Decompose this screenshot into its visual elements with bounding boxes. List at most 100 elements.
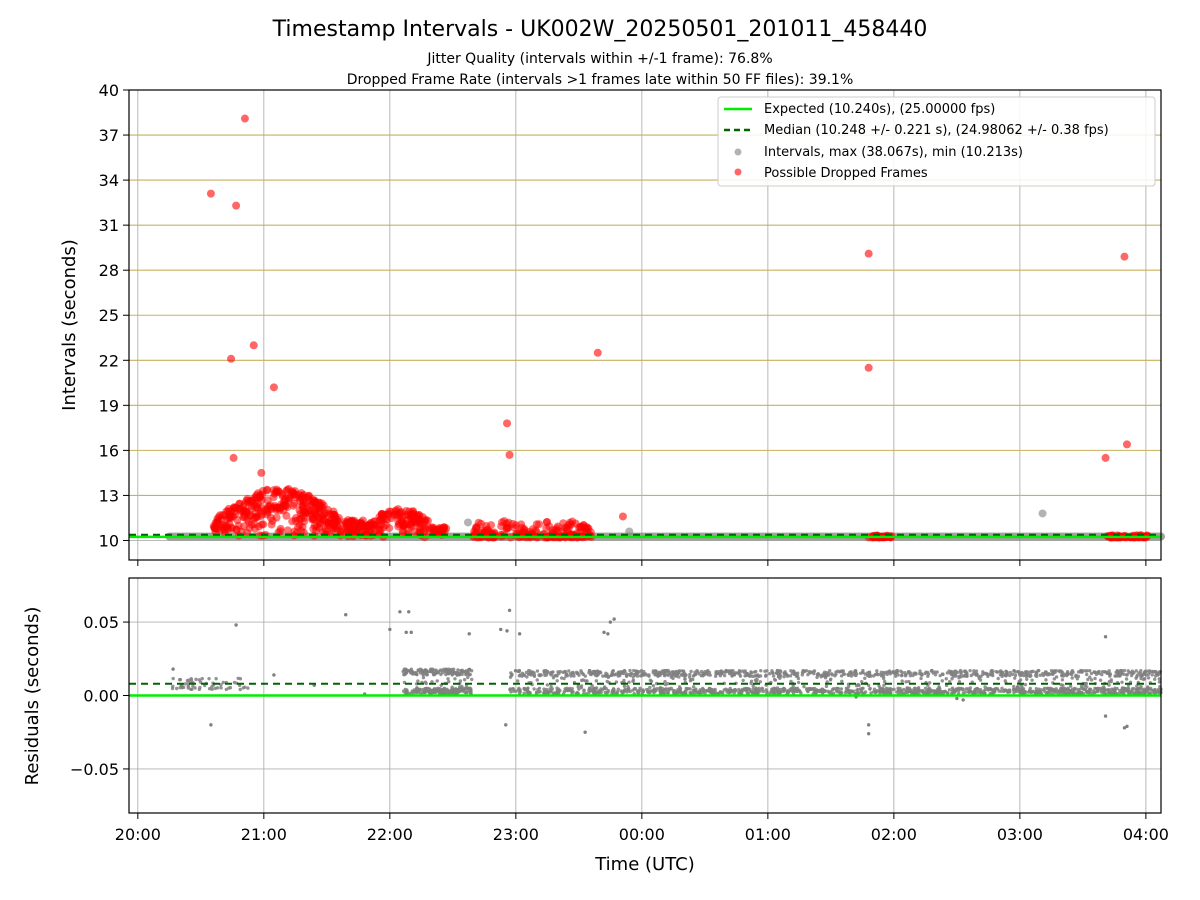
residual-point — [227, 686, 231, 690]
residual-point — [809, 687, 813, 691]
residual-point — [1113, 688, 1117, 693]
intervals-ytick-label: 13 — [99, 486, 119, 505]
residual-point — [829, 672, 834, 676]
residual-point — [238, 677, 243, 681]
residual-point — [1150, 669, 1154, 674]
residual-point — [849, 674, 854, 678]
residual-point — [855, 688, 859, 692]
residual-point — [1118, 674, 1122, 678]
residual-point — [1156, 689, 1160, 693]
residual-point — [651, 683, 656, 688]
interval-point — [1038, 509, 1047, 518]
residual-point — [878, 687, 883, 691]
residual-point — [866, 723, 871, 727]
dropped-frame-point — [618, 512, 627, 521]
dropped-frame-point — [864, 363, 873, 372]
residual-point — [422, 689, 426, 693]
residual-point — [729, 669, 733, 673]
dropped-frame-point — [1120, 252, 1129, 261]
residual-point — [543, 690, 547, 695]
residual-point — [528, 691, 532, 695]
residual-point — [575, 690, 579, 695]
residual-point — [904, 680, 908, 684]
residual-point — [1112, 691, 1117, 695]
residual-point — [863, 676, 867, 681]
residual-point — [663, 679, 667, 684]
x-tick-label: 20:00 — [115, 825, 161, 844]
residual-point — [1065, 673, 1069, 677]
residual-point — [1052, 688, 1057, 692]
residual-point — [1068, 684, 1073, 688]
residual-point — [469, 691, 473, 695]
residual-point — [722, 688, 726, 692]
residual-point — [615, 691, 619, 696]
residual-point — [847, 684, 851, 689]
residual-point — [727, 690, 731, 695]
dropped-frame-point — [405, 507, 414, 516]
residual-point — [1146, 676, 1151, 680]
residual-point — [790, 689, 794, 693]
residual-point — [443, 670, 448, 674]
residual-point — [1122, 668, 1127, 673]
intervals-ylabel: Intervals (seconds) — [59, 239, 80, 411]
residual-point — [457, 685, 462, 689]
residual-point — [660, 686, 665, 691]
dropped-frame-point — [268, 516, 277, 525]
residual-point — [778, 676, 782, 680]
dropped-frame-point — [545, 522, 554, 531]
residual-point — [751, 684, 755, 688]
residual-point — [691, 677, 695, 682]
residual-point — [1152, 677, 1157, 681]
x-tick-label: 03:00 — [997, 825, 1043, 844]
residual-point — [771, 671, 775, 675]
residual-point — [535, 678, 539, 682]
residual-point — [535, 669, 540, 673]
residual-point — [777, 687, 781, 692]
dropped-frame-point — [269, 383, 278, 392]
residual-point — [930, 688, 934, 693]
residual-point — [908, 671, 913, 675]
residual-point — [1107, 669, 1111, 673]
residual-point — [813, 686, 817, 691]
residual-point — [521, 673, 526, 677]
residuals-ytick-label: 0.05 — [83, 613, 119, 632]
residual-point — [1013, 673, 1018, 678]
residual-point — [446, 677, 450, 681]
residual-point — [743, 674, 747, 678]
residual-point — [1107, 688, 1111, 692]
residual-point — [570, 689, 574, 694]
residual-point — [1016, 686, 1020, 691]
residuals-reference-lines — [129, 682, 1161, 697]
residual-point — [893, 674, 898, 678]
residual-point — [414, 672, 418, 676]
residual-point — [705, 688, 709, 693]
residual-point — [688, 672, 692, 677]
residual-point — [631, 679, 635, 684]
residual-point — [555, 674, 559, 678]
residual-point — [1060, 678, 1065, 682]
residual-point — [608, 620, 613, 624]
residual-point — [648, 685, 652, 690]
residual-point — [905, 686, 909, 690]
x-tick-label: 21:00 — [241, 825, 287, 844]
residual-point — [900, 670, 904, 675]
dropped-frame-point — [235, 504, 244, 513]
residual-point — [504, 723, 508, 727]
residual-point — [1010, 672, 1015, 677]
residual-point — [649, 679, 654, 684]
residual-point — [1026, 690, 1031, 694]
residual-point — [545, 669, 550, 674]
dropped-frame-point — [356, 519, 365, 528]
residual-point — [219, 686, 223, 690]
residual-point — [679, 690, 684, 695]
dropped-frame-point — [247, 502, 256, 511]
residuals-data — [170, 608, 1163, 736]
residual-point — [827, 669, 832, 673]
residual-point — [653, 673, 657, 677]
legend-dropped: Possible Dropped Frames — [764, 166, 928, 181]
residual-point — [882, 679, 887, 684]
residual-point — [430, 680, 434, 684]
residual-point — [539, 673, 543, 677]
residual-point — [1115, 669, 1120, 673]
